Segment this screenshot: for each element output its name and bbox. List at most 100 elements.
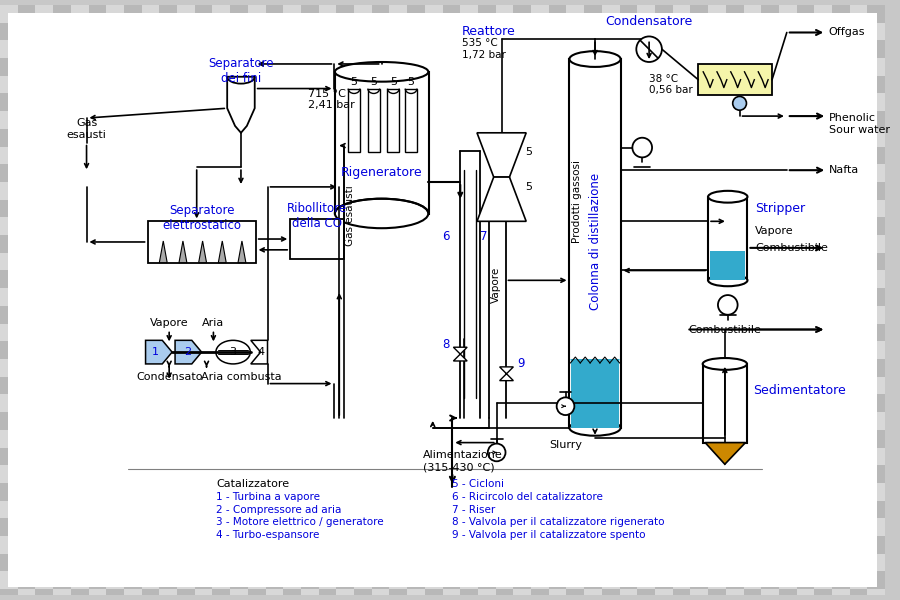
Text: 4 - Turbo-espansore: 4 - Turbo-espansore <box>216 530 320 540</box>
Bar <box>655 58 672 76</box>
Bar <box>619 288 637 306</box>
Bar <box>443 341 460 359</box>
Bar <box>743 94 761 111</box>
Bar <box>672 129 690 146</box>
Bar <box>319 94 337 111</box>
Bar <box>35 394 53 412</box>
Bar <box>124 518 141 536</box>
Bar <box>531 500 549 518</box>
Bar <box>141 23 159 40</box>
Bar <box>212 182 230 200</box>
Bar <box>372 554 390 571</box>
Text: Vapore: Vapore <box>149 318 188 328</box>
Bar <box>194 217 212 235</box>
Bar <box>796 323 814 341</box>
Bar <box>248 129 266 146</box>
Bar <box>248 94 266 111</box>
Bar <box>868 483 885 500</box>
Bar <box>584 483 602 500</box>
Bar <box>832 394 850 412</box>
Bar <box>18 483 35 500</box>
Bar <box>319 23 337 40</box>
Bar <box>443 306 460 323</box>
Bar <box>832 430 850 448</box>
Text: 535 °C
1,72 bar: 535 °C 1,72 bar <box>463 38 506 60</box>
Bar <box>248 430 266 448</box>
Text: 5 - Cicloni: 5 - Cicloni <box>453 479 504 489</box>
Bar <box>141 536 159 554</box>
Bar <box>372 571 390 589</box>
Bar <box>124 323 141 341</box>
Bar <box>425 271 443 288</box>
Bar <box>584 111 602 129</box>
Bar <box>372 58 390 76</box>
Bar <box>372 341 390 359</box>
Bar <box>814 323 832 341</box>
Bar <box>743 58 761 76</box>
Bar <box>690 235 708 253</box>
Bar <box>88 58 106 76</box>
Bar <box>71 217 88 235</box>
Bar <box>319 200 337 217</box>
Polygon shape <box>219 241 226 263</box>
Bar <box>88 271 106 288</box>
Bar <box>248 5 266 23</box>
Bar <box>513 554 531 571</box>
Bar <box>301 23 319 40</box>
Bar <box>478 377 496 394</box>
Bar <box>194 589 212 600</box>
Bar <box>690 412 708 430</box>
Bar <box>531 323 549 341</box>
Bar <box>460 182 478 200</box>
Bar <box>390 253 407 271</box>
Bar <box>159 323 177 341</box>
Bar <box>337 341 354 359</box>
Bar <box>319 76 337 94</box>
Bar <box>230 306 248 323</box>
Text: 38 °C
0,56 bar: 38 °C 0,56 bar <box>649 74 693 95</box>
Bar <box>584 500 602 518</box>
Bar <box>425 23 443 40</box>
Bar <box>602 589 619 600</box>
Bar <box>88 341 106 359</box>
Bar <box>212 536 230 554</box>
Bar <box>106 571 124 589</box>
Text: 5: 5 <box>526 182 533 192</box>
Bar <box>301 448 319 465</box>
Bar <box>868 164 885 182</box>
Bar <box>248 571 266 589</box>
Bar <box>868 58 885 76</box>
Bar <box>124 306 141 323</box>
Bar <box>159 341 177 359</box>
Bar <box>566 500 584 518</box>
Bar <box>584 235 602 253</box>
Bar <box>513 341 531 359</box>
Bar <box>708 40 725 58</box>
Bar <box>778 412 796 430</box>
Bar <box>708 129 725 146</box>
Bar <box>284 483 301 500</box>
Bar <box>88 536 106 554</box>
Bar <box>106 500 124 518</box>
Bar <box>690 253 708 271</box>
Bar <box>761 430 778 448</box>
Bar <box>8 13 878 465</box>
Bar <box>124 182 141 200</box>
Bar <box>248 146 266 164</box>
Bar <box>708 341 725 359</box>
Bar <box>690 500 708 518</box>
Bar <box>531 40 549 58</box>
Bar <box>18 341 35 359</box>
Bar <box>390 554 407 571</box>
Bar <box>141 412 159 430</box>
Bar <box>496 377 513 394</box>
Bar <box>743 394 761 412</box>
Bar <box>319 146 337 164</box>
Bar <box>88 394 106 412</box>
Bar <box>584 554 602 571</box>
Bar <box>337 40 354 58</box>
Bar <box>868 111 885 129</box>
Bar <box>71 235 88 253</box>
Bar <box>850 164 868 182</box>
Bar <box>35 430 53 448</box>
